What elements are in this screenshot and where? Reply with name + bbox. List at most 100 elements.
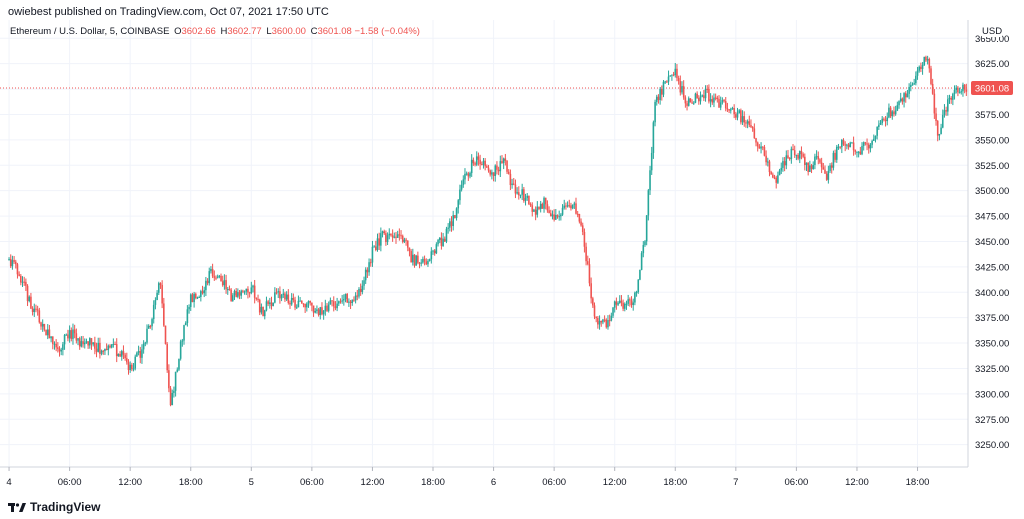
candle-body xyxy=(454,215,456,218)
candle-body xyxy=(30,296,32,309)
candle-body xyxy=(334,306,337,309)
candle-body xyxy=(560,214,562,217)
candle-body xyxy=(376,238,379,250)
candle-body xyxy=(119,353,121,357)
candle-body xyxy=(575,203,577,214)
candle-body xyxy=(581,225,584,232)
candle-body xyxy=(777,175,779,183)
candle-body xyxy=(920,66,922,69)
candle-body xyxy=(287,294,290,303)
candle-body xyxy=(772,174,774,178)
candle-body xyxy=(144,342,147,344)
candle-body xyxy=(770,172,772,175)
candle-body xyxy=(211,268,214,277)
time-tick-label: 18:00 xyxy=(663,477,687,488)
candle-body xyxy=(289,302,291,305)
candle-body xyxy=(597,318,599,325)
candle-body xyxy=(773,177,776,179)
price-tick-label: 3300.00 xyxy=(975,389,1009,400)
candle-body xyxy=(73,329,76,334)
candle-body xyxy=(679,81,682,93)
tradingview-brand[interactable]: TradingView xyxy=(8,500,100,514)
currency-unit-label[interactable]: USD xyxy=(982,26,1003,37)
candle-body xyxy=(380,233,382,246)
chart-grid xyxy=(0,20,968,467)
candle-body xyxy=(854,150,857,152)
candle-body xyxy=(805,162,808,165)
candle-body xyxy=(958,92,961,94)
candle-body xyxy=(417,255,419,263)
candle-body xyxy=(945,110,947,112)
candle-body xyxy=(622,302,624,309)
price-tick-label: 3525.00 xyxy=(975,161,1009,172)
candle-body xyxy=(704,88,707,99)
candle-body xyxy=(783,161,786,166)
candle-body xyxy=(124,354,126,359)
candle-body xyxy=(883,118,885,120)
candle-body xyxy=(462,179,465,185)
candle-body xyxy=(336,303,338,309)
candle-body xyxy=(18,274,20,276)
candle-body xyxy=(871,140,873,145)
candle-body xyxy=(161,285,163,304)
candle-body xyxy=(672,74,675,76)
candle-body xyxy=(531,205,534,212)
candle-body xyxy=(45,329,47,336)
candle-body xyxy=(724,101,727,109)
candle-body xyxy=(329,300,332,305)
price-tick-label: 3425.00 xyxy=(975,262,1009,273)
candle-body xyxy=(592,298,594,306)
time-axis[interactable]: 4 06:00 12:00 18:00 5 06:00 12:00 18:00 6 06:00 12… xyxy=(6,467,929,488)
candle-body xyxy=(221,281,224,286)
candle-body xyxy=(911,84,914,86)
candle-body xyxy=(543,197,545,209)
candle-body xyxy=(405,239,407,241)
candle-body xyxy=(435,244,438,254)
candle-body xyxy=(40,322,42,327)
candle-body xyxy=(923,56,926,66)
candle-body xyxy=(62,344,64,350)
candle-body xyxy=(682,86,685,98)
candle-body xyxy=(269,302,271,304)
candle-body xyxy=(97,342,100,352)
candle-body xyxy=(718,99,720,108)
candle-body xyxy=(825,173,828,180)
candle-body xyxy=(600,320,603,323)
candle-body xyxy=(401,235,404,242)
candle-body xyxy=(884,119,887,122)
price-tick-label: 3575.00 xyxy=(975,110,1009,121)
candle-body xyxy=(701,95,703,97)
candle-body xyxy=(169,388,172,406)
candle-body xyxy=(867,144,870,149)
candle-body xyxy=(216,276,219,278)
candle-body xyxy=(403,239,406,242)
candle-body xyxy=(359,288,362,292)
candle-body xyxy=(514,184,517,194)
candle-body xyxy=(731,108,734,110)
symbol-title[interactable]: Ethereum / U.S. Dollar, 5, COINBASE xyxy=(10,26,170,37)
price-tick-label: 3550.00 xyxy=(975,135,1009,146)
candle-body xyxy=(716,97,719,100)
candle-body xyxy=(639,269,641,280)
candle-body xyxy=(760,146,762,149)
candle-body xyxy=(590,283,592,299)
candle-body xyxy=(613,301,616,308)
candle-body xyxy=(53,343,56,345)
candle-body xyxy=(748,121,751,126)
candle-body xyxy=(250,287,253,294)
candle-body xyxy=(418,262,421,264)
candle-series[interactable] xyxy=(8,55,968,407)
time-tick-label: 4 xyxy=(6,477,11,488)
candle-body xyxy=(415,255,417,266)
candle-body xyxy=(539,203,542,209)
candle-body xyxy=(846,144,848,146)
candle-body xyxy=(963,84,966,90)
price-tick-label: 3400.00 xyxy=(975,288,1009,299)
candle-body xyxy=(798,151,801,159)
candle-body xyxy=(793,150,796,155)
candle-body xyxy=(292,297,295,300)
candle-body xyxy=(428,259,431,261)
candle-body xyxy=(337,301,340,304)
candle-body xyxy=(915,75,917,84)
candle-body xyxy=(879,123,882,125)
